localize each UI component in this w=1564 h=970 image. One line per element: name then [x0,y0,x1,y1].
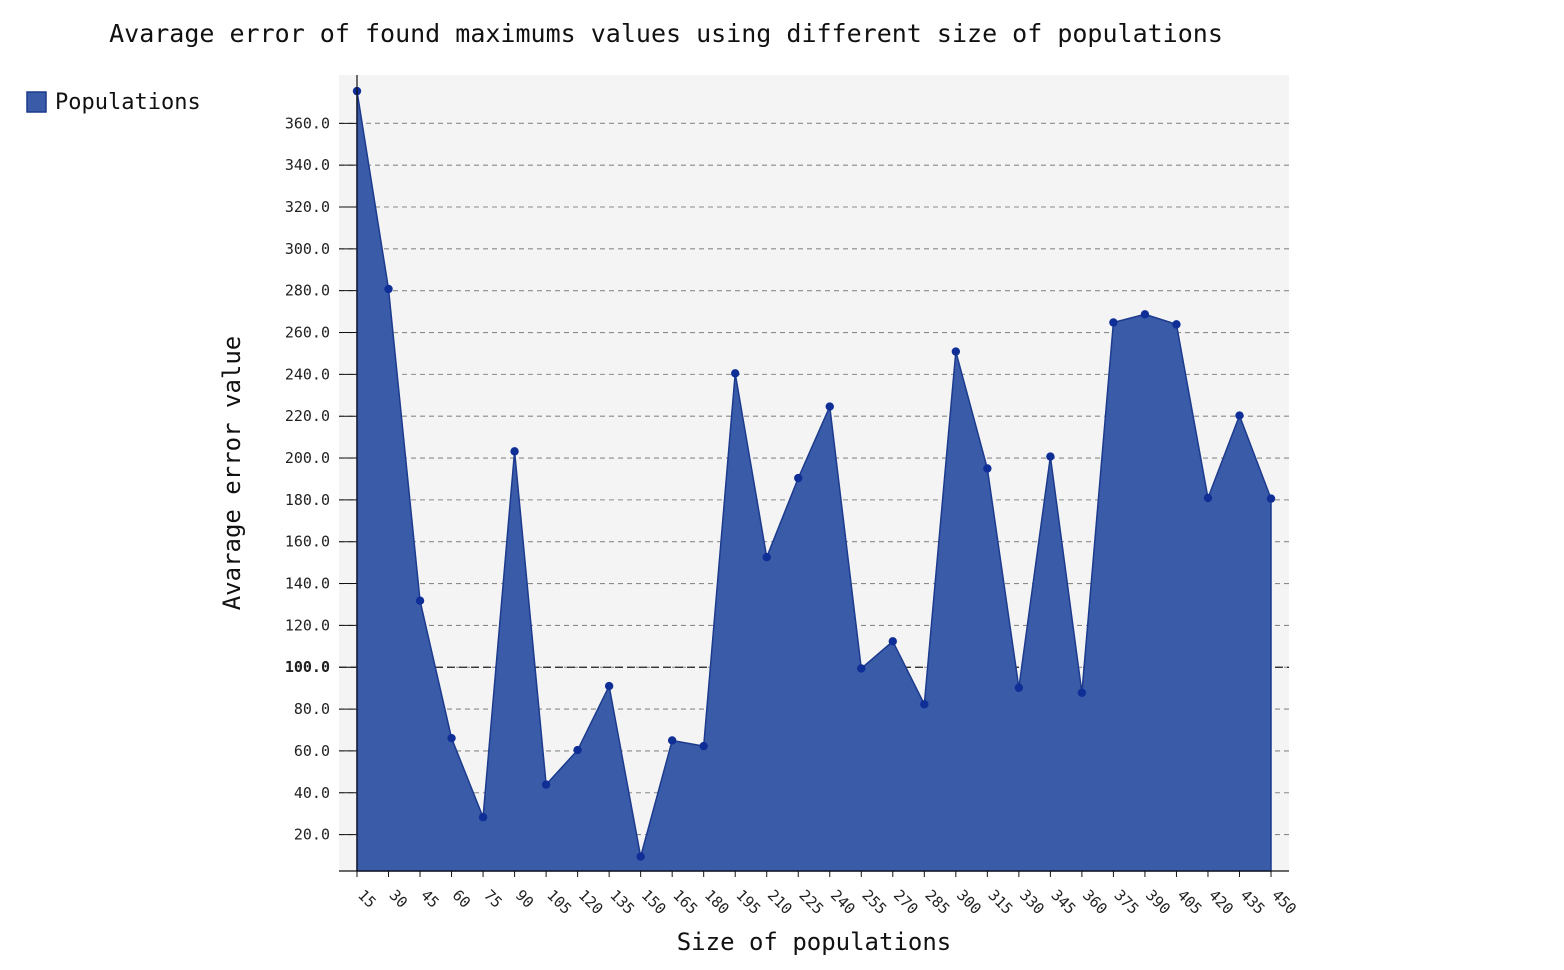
x-tick-label: 450 [1268,886,1300,918]
data-point [510,447,519,456]
data-point [920,700,929,709]
x-tick-label: 330 [1016,886,1048,918]
x-tick-label: 390 [1142,886,1174,918]
y-tick-label: 240.0 [285,365,330,383]
data-point [1203,493,1213,503]
x-tick-label: 435 [1237,886,1269,918]
data-point [1266,494,1276,503]
legend-swatch [26,91,47,113]
x-tick-label: 30 [386,886,412,912]
x-tick-label: 165 [669,886,701,918]
x-tick-label: 45 [417,886,443,912]
x-tick-label: 150 [638,886,670,918]
data-point [447,733,456,743]
data-point [1077,688,1087,697]
data-points [352,86,1276,861]
y-tick-label: 360.0 [285,114,330,132]
x-tick-label: 180 [701,886,733,918]
x-tick-label: 255 [858,886,890,918]
x-tick-label: 300 [953,886,985,918]
y-tick-label: 300.0 [285,240,330,258]
y-tick-label: 320.0 [285,198,330,216]
data-point [1172,320,1181,329]
x-tick-label: 375 [1111,886,1143,918]
data-point [983,464,992,473]
data-point [731,369,740,378]
y-tick-label: 140.0 [285,575,330,593]
y-tick-labels: 20.0 40.0 60.0 80.0 100.0 120.0 140.0 160.0 180.… [285,114,330,843]
data-point [762,553,771,562]
x-tick-label: 15 [354,886,380,912]
data-point [951,347,961,356]
x-tick-label: 120 [575,886,607,918]
data-point [541,780,551,789]
y-tick-label: 160.0 [285,533,330,551]
y-tick-label: 200.0 [285,449,330,467]
y-tick-label: 100.0 [285,658,330,676]
x-tick-label: 240 [827,886,859,918]
data-point [604,681,614,691]
data-point [636,852,645,861]
x-tick-labels: 15 30 45 60 75 90 105 120 135 150 165 180 195 210 225 2… [354,871,1300,918]
data-point [384,284,393,294]
x-tick-label: 315 [985,886,1017,918]
x-tick-label: 285 [921,886,953,918]
data-point [415,596,425,605]
y-tick-label: 340.0 [285,156,330,174]
x-tick-label: 90 [512,886,538,912]
y-tick-label: 220.0 [285,407,330,425]
y-tick-label: 20.0 [294,826,330,844]
data-point [699,741,708,751]
data-point [1014,683,1024,692]
y-tick-label: 120.0 [285,616,330,634]
x-tick-label: 210 [764,886,796,918]
y-tick-label: 180.0 [285,491,330,509]
y-tick-label: 80.0 [294,700,330,718]
x-tick-label: 345 [1048,886,1080,918]
y-tick-label: 40.0 [294,784,330,802]
y-tick-label: 280.0 [285,282,330,300]
data-point [825,402,834,411]
data-point [1140,310,1150,319]
x-tick-label: 195 [732,886,764,918]
x-tick-label: 135 [606,886,638,918]
legend: Populations [26,90,201,115]
x-tick-label: 420 [1205,886,1237,918]
x-tick-label: 270 [890,886,922,918]
x-tick-label: 75 [480,886,506,912]
data-point [857,664,866,673]
x-axis-label: Size of populations [677,928,952,956]
data-point [1235,411,1244,420]
reference-line-label: 100.0 [285,658,330,676]
x-tick-label: 105 [543,886,575,918]
x-tick-label: 60 [449,886,475,912]
data-point [1109,318,1118,327]
chart-title: Avarage error of found maximums values u… [109,19,1223,48]
data-point [888,637,897,646]
gridlines [339,122,1289,836]
x-tick-label: 360 [1079,886,1111,918]
y-axis-label: Avarage error value [218,336,246,611]
y-tick-label: 60.0 [294,742,330,760]
x-tick-label: 225 [795,886,827,918]
data-point [667,736,677,745]
y-tick-label: 260.0 [285,324,330,342]
x-tick-label: 405 [1174,886,1206,918]
data-point [478,813,488,822]
data-point [1046,452,1055,461]
data-point [794,473,803,483]
legend-label: Populations [55,90,201,115]
data-point [573,745,582,755]
